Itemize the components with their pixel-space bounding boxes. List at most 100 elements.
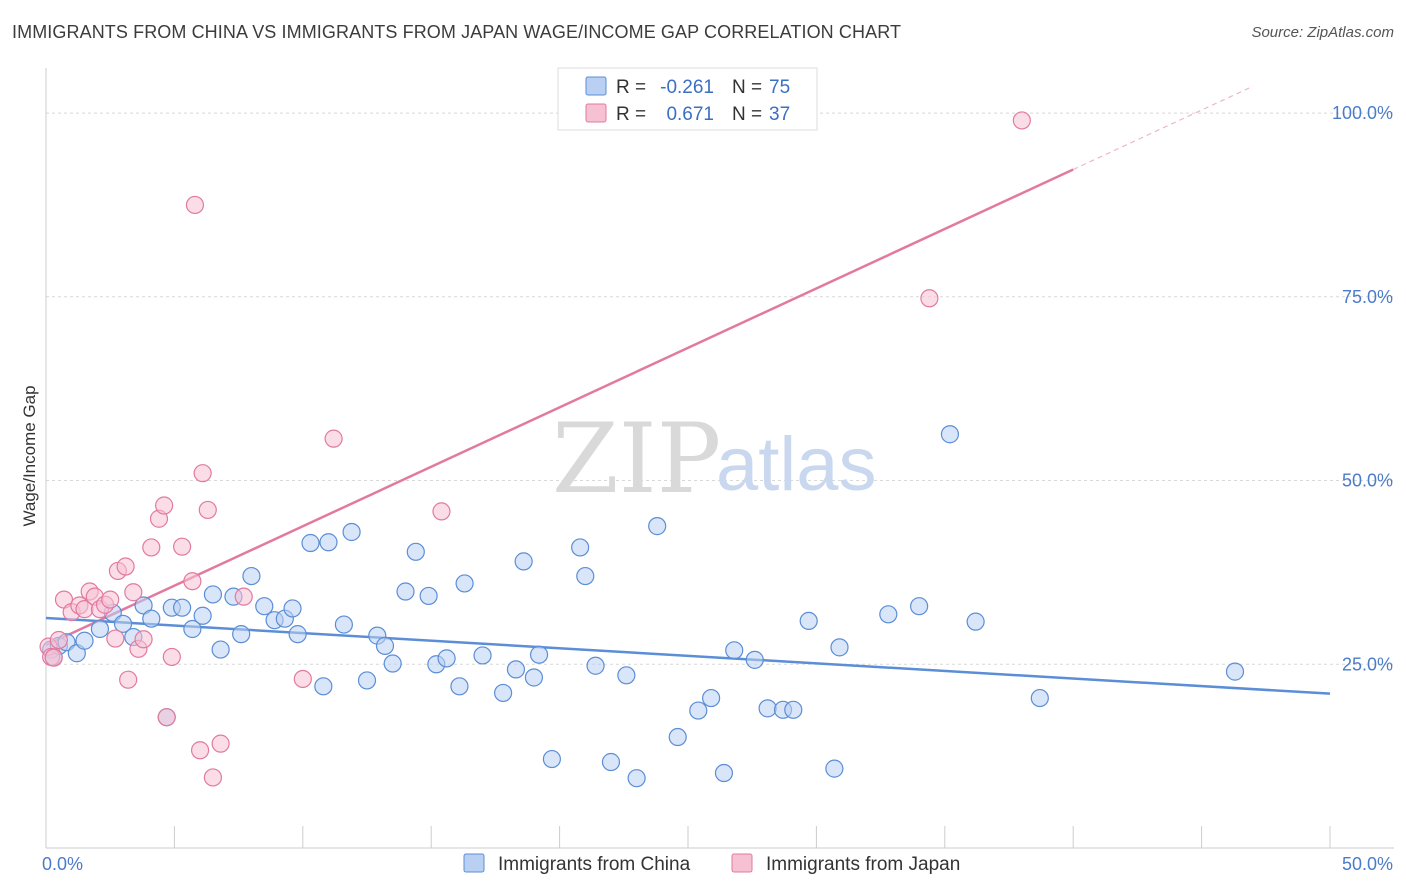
legend-n-label: N =	[732, 104, 762, 125]
china-point	[966, 612, 985, 631]
china-point	[255, 597, 274, 616]
china-point	[524, 668, 544, 687]
japan-point	[162, 647, 181, 667]
china-point	[586, 656, 605, 675]
china-point	[617, 666, 636, 685]
japan-point	[185, 195, 205, 215]
axes	[45, 68, 1394, 849]
china-point	[758, 699, 777, 718]
y-tick-label: 100.0%	[1332, 103, 1393, 123]
china-point	[745, 650, 764, 669]
china-point	[314, 677, 333, 696]
china-point	[242, 566, 261, 586]
china-point	[799, 611, 818, 631]
japan-point	[920, 289, 939, 308]
china-point	[301, 533, 320, 553]
japan-point	[173, 537, 192, 556]
bottom-legend-swatch	[731, 853, 753, 873]
japan-point	[190, 741, 210, 760]
watermark-zip: ZIP	[552, 403, 721, 515]
china-point	[383, 654, 402, 673]
china-point	[283, 599, 302, 618]
japan-point	[155, 496, 174, 515]
china-point	[193, 606, 212, 625]
tick-labels: 25.0% 50.0% 75.0% 100.0% 0.0% 50.0%	[42, 103, 1393, 874]
china-point	[396, 582, 415, 601]
japan-point	[1012, 111, 1031, 130]
china-point	[288, 625, 307, 644]
y-axis-label: Wage/Income Gap	[20, 385, 39, 526]
legend-n-value: 75	[769, 77, 790, 98]
trend-line-china	[45, 616, 1331, 695]
legend: R = -0.261 N = 75 R = 0.671 N = 37	[557, 67, 818, 131]
legend-r-label: R =	[616, 77, 646, 98]
china-point	[668, 727, 687, 747]
legend-swatch	[585, 103, 607, 123]
china-point	[142, 609, 161, 628]
x-tick-label: 50.0%	[1342, 854, 1393, 874]
china-point	[1225, 662, 1245, 681]
china-point	[506, 660, 526, 679]
china-point	[725, 641, 744, 660]
china-point	[419, 586, 438, 606]
japan-point	[124, 583, 143, 602]
trend-lines	[45, 85, 1331, 695]
china-point	[437, 649, 456, 668]
legend-swatch	[585, 76, 607, 96]
china-point	[571, 538, 590, 557]
x-tick-label: 0.0%	[42, 854, 83, 874]
japan-point	[293, 669, 312, 689]
china-point	[702, 688, 721, 708]
legend-r-value: -0.261	[660, 77, 714, 98]
japan-point	[49, 630, 68, 650]
chart-source: Source: ZipAtlas.com	[1251, 24, 1394, 41]
china-point	[75, 631, 94, 650]
legend-n-label: N =	[732, 77, 762, 98]
china-point	[334, 615, 353, 634]
china-point	[342, 522, 361, 542]
china-point	[784, 700, 803, 719]
china-point	[689, 701, 708, 720]
y-tick-label: 75.0%	[1342, 287, 1393, 307]
watermark-atlas: atlas	[716, 422, 877, 507]
legend-r-label: R =	[616, 104, 646, 125]
china-point	[319, 533, 338, 552]
japan-point	[211, 734, 230, 753]
japan-point	[324, 429, 343, 448]
china-point	[648, 517, 667, 536]
china-point	[183, 619, 202, 639]
china-point	[357, 671, 377, 690]
japan-point	[44, 648, 63, 667]
china-point	[455, 574, 474, 593]
japan-point	[119, 670, 138, 689]
china-point	[830, 638, 849, 657]
china-point	[940, 425, 960, 444]
legend-r-value: 0.671	[666, 104, 714, 125]
china-point	[173, 598, 192, 617]
japan-point	[157, 708, 176, 727]
china-point	[211, 640, 230, 659]
bottom-legend-label: Immigrants from Japan	[766, 854, 960, 875]
legend-n-value: 37	[769, 104, 790, 125]
japan-point	[116, 557, 135, 576]
japan-point	[432, 502, 451, 521]
china-point	[375, 636, 395, 655]
data-points	[39, 111, 1245, 788]
china-point	[514, 552, 533, 571]
bottom-legend-swatch	[463, 853, 485, 873]
japan-point	[198, 500, 217, 520]
china-point	[406, 542, 425, 561]
chart-title: IMMIGRANTS FROM CHINA VS IMMIGRANTS FROM…	[12, 22, 902, 42]
trend-line-japan-extension	[1072, 85, 1254, 171]
china-point	[825, 759, 844, 778]
china-point	[601, 752, 621, 772]
china-point	[879, 605, 898, 624]
china-point	[113, 614, 133, 633]
china-point	[529, 645, 549, 664]
japan-point	[183, 572, 202, 591]
china-point	[450, 677, 469, 696]
y-tick-label: 25.0%	[1342, 654, 1393, 674]
bottom-legend: Immigrants from China Immigrants from Jap…	[463, 853, 960, 875]
y-tick-label: 50.0%	[1342, 471, 1393, 491]
